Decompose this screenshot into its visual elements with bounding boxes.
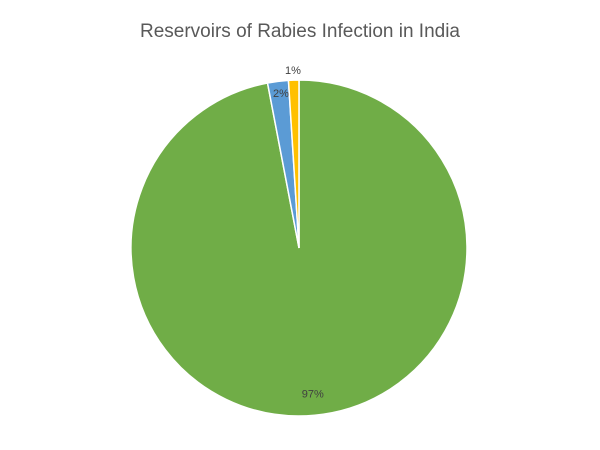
- pie-data-label-1: 97%: [302, 389, 324, 401]
- pie-slices: [130, 79, 468, 417]
- pie-slice-3: [287, 79, 300, 249]
- chart-title: Reservoirs of Rabies Infection in India: [140, 21, 460, 42]
- pie-data-label-2: 2%: [273, 88, 289, 100]
- pie-data-label-3: 1%: [285, 65, 301, 77]
- pie-data-labels: 97% 2% 1%: [273, 65, 324, 401]
